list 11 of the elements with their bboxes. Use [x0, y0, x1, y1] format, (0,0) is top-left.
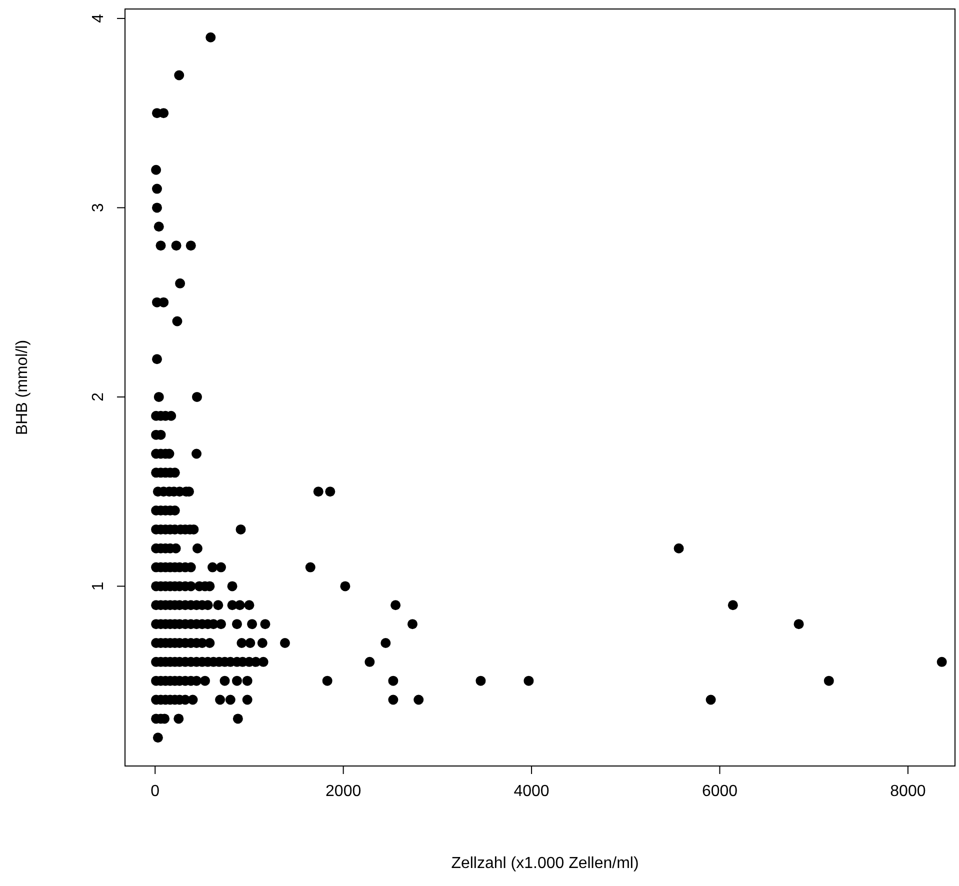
y-tick-label: 2: [90, 392, 107, 402]
y-axis-title: BHB (mmol/l): [14, 340, 31, 436]
x-tick-label: 8000: [890, 783, 926, 800]
x-tick-label: 0: [150, 783, 160, 800]
y-tick-label: 3: [90, 203, 107, 212]
y-tick-label: 4: [90, 14, 107, 23]
x-tick-label: 6000: [702, 783, 738, 800]
x-tick-label: 2000: [326, 783, 362, 800]
x-tick-label: 4000: [514, 783, 550, 800]
x-axis-title: Zellzahl (x1.000 Zellen/ml): [451, 855, 639, 872]
y-tick-label: 1: [90, 582, 107, 591]
